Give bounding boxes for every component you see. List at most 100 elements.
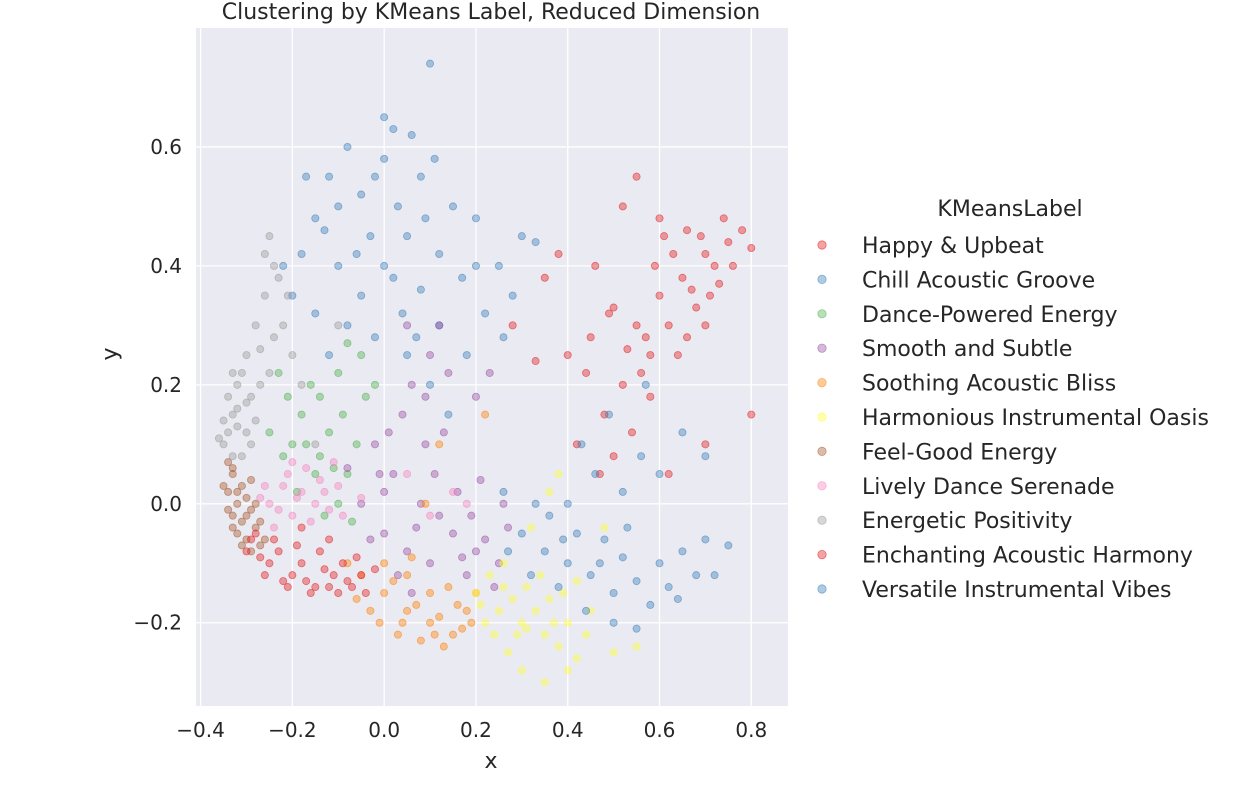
data-point xyxy=(233,487,242,496)
data-point xyxy=(329,571,338,580)
data-point xyxy=(444,583,453,592)
data-point xyxy=(435,440,444,449)
data-point xyxy=(462,351,471,360)
data-point xyxy=(499,487,508,496)
data-point xyxy=(632,624,641,633)
data-point xyxy=(233,422,242,431)
data-point xyxy=(609,618,618,627)
data-point xyxy=(228,368,237,377)
data-point xyxy=(435,511,444,520)
data-point xyxy=(343,559,352,568)
data-point xyxy=(224,392,233,401)
data-point xyxy=(490,630,499,639)
data-point xyxy=(393,202,402,211)
data-point xyxy=(499,583,508,592)
data-point xyxy=(481,410,490,419)
data-point xyxy=(692,571,701,580)
data-point xyxy=(747,244,756,253)
data-point xyxy=(508,321,517,330)
data-point xyxy=(306,589,315,598)
data-point xyxy=(242,351,251,360)
data-point xyxy=(586,571,595,580)
data-point xyxy=(260,291,269,300)
data-point xyxy=(673,351,682,360)
data-point xyxy=(499,333,508,342)
data-point xyxy=(609,648,618,657)
data-point xyxy=(265,232,274,241)
data-point xyxy=(256,345,265,354)
data-point xyxy=(274,273,283,282)
data-point xyxy=(224,428,233,437)
data-point xyxy=(577,440,586,449)
data-point xyxy=(471,261,480,270)
data-point xyxy=(279,261,288,270)
data-point xyxy=(343,339,352,348)
data-point xyxy=(683,333,692,342)
data-point xyxy=(540,273,549,282)
data-point xyxy=(320,565,329,574)
legend-marker xyxy=(817,377,827,388)
data-point xyxy=(256,541,265,550)
data-point xyxy=(370,380,379,389)
data-point xyxy=(650,261,659,270)
data-point xyxy=(247,547,256,556)
data-point xyxy=(352,249,361,258)
data-point xyxy=(370,172,379,181)
legend-marker xyxy=(817,549,827,560)
data-point xyxy=(288,440,297,449)
data-point xyxy=(582,606,591,615)
data-point xyxy=(302,577,311,586)
data-point xyxy=(283,470,292,479)
data-point xyxy=(696,232,705,241)
data-point xyxy=(334,481,343,490)
y-tick-label: 0.4 xyxy=(150,254,182,278)
data-point xyxy=(563,559,572,568)
data-point xyxy=(389,470,398,479)
data-point xyxy=(380,559,389,568)
data-point xyxy=(563,618,572,627)
data-point xyxy=(494,559,503,568)
data-point xyxy=(334,589,343,598)
data-point xyxy=(320,511,329,520)
data-point xyxy=(292,493,301,502)
x-tick-label: −0.4 xyxy=(176,718,225,742)
data-point xyxy=(288,571,297,580)
data-point xyxy=(237,517,246,526)
data-point xyxy=(407,589,416,598)
data-point xyxy=(609,303,618,312)
data-point xyxy=(426,511,435,520)
data-point xyxy=(343,470,352,479)
data-point xyxy=(403,571,412,580)
data-point xyxy=(357,499,366,508)
series-5 xyxy=(471,470,641,687)
legend-title: KMeansLabel xyxy=(937,197,1082,222)
data-point xyxy=(270,535,279,544)
data-point xyxy=(655,470,664,479)
data-point xyxy=(458,624,467,633)
data-point xyxy=(384,428,393,437)
data-point xyxy=(237,452,246,461)
data-point xyxy=(660,232,669,241)
data-point xyxy=(435,612,444,621)
data-point xyxy=(403,547,412,556)
data-point xyxy=(256,517,265,526)
data-point xyxy=(398,410,407,419)
data-point xyxy=(403,470,412,479)
data-point xyxy=(609,589,618,598)
data-point xyxy=(559,589,568,598)
data-point xyxy=(361,392,370,401)
data-point xyxy=(563,351,572,360)
data-point xyxy=(673,594,682,603)
series-1 xyxy=(279,59,540,419)
data-point xyxy=(242,535,251,544)
data-point xyxy=(678,273,687,282)
data-point xyxy=(545,511,554,520)
data-point xyxy=(582,368,591,377)
y-tick-label: 0.6 xyxy=(150,135,182,159)
data-point xyxy=(343,464,352,473)
data-point xyxy=(315,547,324,556)
data-point xyxy=(517,232,526,241)
data-point xyxy=(393,571,402,580)
y-tick-label: −0.2 xyxy=(133,611,182,635)
data-point xyxy=(439,428,448,437)
